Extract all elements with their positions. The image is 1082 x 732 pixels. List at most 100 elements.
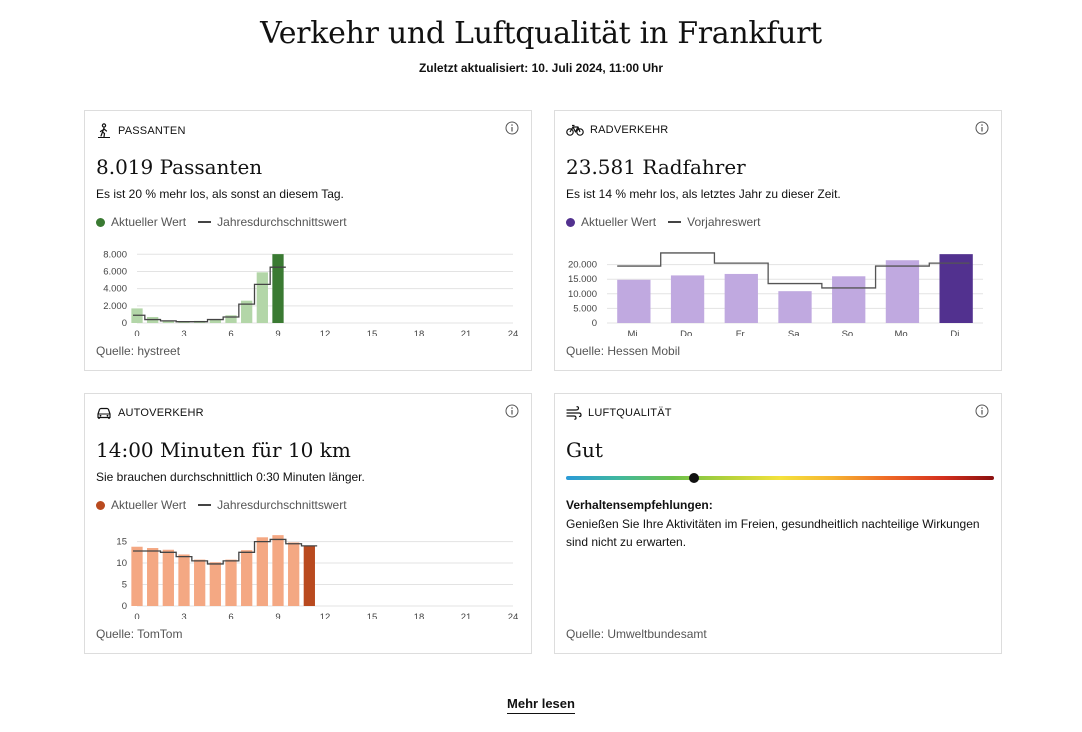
x-tick-label: Fr.: [736, 329, 747, 336]
bar: [241, 550, 253, 606]
x-tick-label: So.: [842, 329, 856, 336]
x-tick-label: 21: [461, 329, 472, 336]
card-subtext: Es ist 20 % mehr los, als sonst an diese…: [96, 187, 344, 201]
card-header: RADVERKEHR: [566, 123, 668, 137]
y-tick-label: 15.000: [568, 274, 597, 285]
card-header: AUTOVERKEHR: [96, 406, 204, 420]
legend-current-marker: [566, 217, 575, 227]
x-tick-label: 18: [414, 329, 425, 336]
bar: [724, 273, 758, 323]
card-label: RADVERKEHR: [590, 124, 669, 136]
legend-current-label: Aktueller Wert: [111, 215, 187, 229]
y-tick-label: 15: [116, 537, 127, 548]
legend-avg-marker: [198, 221, 212, 223]
bar: [147, 548, 159, 606]
x-tick-label: Mi.: [628, 329, 641, 336]
bar: [162, 549, 174, 606]
legend-avg-marker: [198, 504, 212, 506]
y-tick-label: 0: [592, 318, 597, 329]
y-tick-label: 20.000: [568, 260, 597, 271]
info-icon[interactable]: [505, 121, 519, 135]
average-step-line: [133, 266, 286, 323]
x-tick-label: 0: [134, 329, 139, 336]
info-icon[interactable]: [505, 404, 519, 418]
y-tick-label: 0: [122, 318, 127, 329]
last-updated: Zuletzt aktualisiert: 10. Juli 2024, 11:…: [418, 61, 664, 75]
legend-avg-label: Vorjahreswert: [687, 215, 761, 229]
bar: [670, 275, 705, 323]
bar: [256, 272, 268, 323]
more-link[interactable]: Mehr lesen: [507, 696, 575, 714]
y-tick-label: 4.000: [103, 284, 127, 295]
x-tick-label: 3: [181, 329, 186, 336]
bar: [209, 319, 221, 323]
x-tick-label: Sa.: [788, 329, 802, 336]
source-label: Quelle: TomTom: [96, 627, 183, 641]
legend-avg-label: Jahresdurchschnittswert: [217, 498, 347, 512]
autoverkehr-chart: 0 5 10 15 0 3 6 9 12 15 18 21 24: [116, 535, 518, 619]
legend: Aktueller Wert Jahresdurchschnittswert: [96, 498, 347, 512]
legend-current-label: Aktueller Wert: [581, 215, 657, 229]
recommendation-heading: Verhaltensempfehlungen:: [566, 498, 713, 512]
bar: [131, 546, 143, 606]
card-luftqualitaet: LUFTQUALITÄT Gut Verhaltensempfehlungen:…: [554, 393, 1002, 654]
x-tick-label: Do.: [680, 329, 695, 336]
x-tick-label: 9: [275, 612, 280, 619]
bar: [209, 562, 221, 606]
card-headline: 23.581 Radfahrer: [566, 155, 746, 179]
card-header: PASSANTEN: [96, 123, 186, 139]
card-header: LUFTQUALITÄT: [566, 406, 672, 420]
radverkehr-chart: 0 5.000 10.000 15.000 20.000 Mi. Do. Fr. Sa. So. M…: [568, 252, 983, 336]
bar: [225, 559, 237, 606]
bar: [885, 260, 920, 323]
card-headline: 8.019 Passanten: [96, 155, 263, 179]
card-headline: 14:00 Minuten für 10 km: [96, 438, 351, 462]
bar: [256, 537, 268, 606]
bar: [178, 554, 190, 606]
recommendation-text: Genießen Sie Ihre Aktivitäten im Freien,…: [566, 517, 980, 549]
y-tick-label: 10.000: [568, 289, 597, 300]
pedestrian-icon: [98, 123, 110, 138]
bar: [288, 542, 300, 606]
air-quality-scale: [566, 476, 994, 480]
legend-avg-marker: [668, 221, 682, 223]
car-icon: [97, 407, 111, 419]
card-subtext: Sie brauchen durchschnittlich 0:30 Minut…: [96, 470, 365, 484]
card-autoverkehr: AUTOVERKEHR 14:00 Minuten für 10 km Sie …: [84, 393, 532, 654]
bar: [303, 545, 315, 606]
x-tick-label: 9: [275, 329, 280, 336]
bar: [162, 320, 174, 323]
bar: [272, 254, 284, 323]
info-icon[interactable]: [975, 121, 989, 135]
source-label: Quelle: hystreet: [96, 344, 181, 358]
card-passanten: PASSANTEN 8.019 Passanten Es ist 20 % me…: [84, 110, 532, 371]
legend-current-marker: [96, 217, 105, 227]
x-tick-label: 12: [320, 329, 331, 336]
passanten-chart: 0 2.000 4.000 6.000 8.000 0 3 6 9 12 15 18 21 24: [103, 249, 518, 336]
x-tick-label: 0: [134, 612, 139, 619]
card-label: LUFTQUALITÄT: [588, 407, 672, 419]
x-tick-label: 15: [367, 329, 378, 336]
x-tick-label: 15: [367, 612, 378, 619]
bar: [225, 315, 237, 323]
legend: Aktueller Wert Vorjahreswert: [566, 215, 761, 229]
source-label: Quelle: Umweltbundesamt: [566, 627, 707, 641]
legend: Aktueller Wert Jahresdurchschnittswert: [96, 215, 347, 229]
y-tick-label: 8.000: [103, 249, 127, 260]
previous-year-step-line: [617, 252, 970, 289]
bar: [939, 254, 973, 323]
bar: [778, 291, 812, 323]
legend-current-label: Aktueller Wert: [111, 498, 187, 512]
bar: [194, 559, 206, 606]
more-link-wrap: Mehr lesen: [0, 695, 1082, 714]
card-label: AUTOVERKEHR: [118, 407, 204, 419]
x-tick-label: 12: [320, 612, 331, 619]
legend-current-marker: [96, 500, 105, 510]
air-quality-level: Gut: [566, 438, 603, 462]
info-icon[interactable]: [975, 404, 989, 418]
y-tick-label: 6.000: [103, 266, 127, 277]
x-tick-label: 6: [228, 329, 233, 336]
bar: [272, 535, 284, 606]
air-quality-marker: [689, 473, 700, 483]
y-tick-label: 0: [122, 601, 127, 612]
